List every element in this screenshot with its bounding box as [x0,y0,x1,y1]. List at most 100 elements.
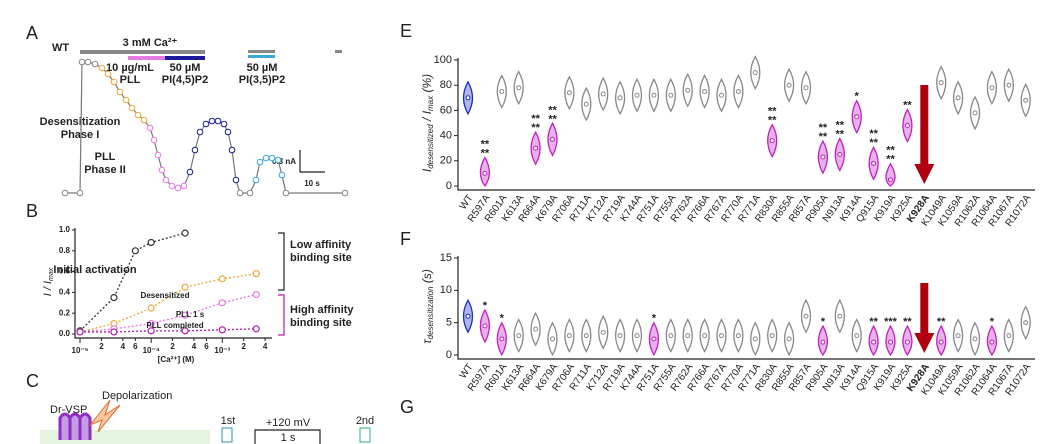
panel-label: A [26,23,38,43]
median [702,89,708,94]
calcium-bar [335,50,342,53]
bracket [278,232,285,291]
median [854,114,860,120]
trace-point [128,104,136,112]
highlight-arrow [914,85,935,184]
x-axis-label: [Ca²⁺] (M) [158,355,195,364]
trace-point [191,146,199,154]
data-point [147,238,155,247]
significance: ** [836,119,845,131]
median [685,87,691,93]
median [955,333,961,339]
trace-point [246,189,254,197]
y-tick-label: 0.6 [59,267,71,276]
trace-point [220,120,228,128]
trace-point [228,146,236,154]
axis [457,256,1035,360]
series-label: PLL 1 s [176,310,205,319]
data-point [218,275,226,283]
trace-point [196,128,204,136]
median [482,323,488,329]
pip2-bar [165,56,205,60]
median [803,313,809,319]
voltage-label: +120 mV [266,417,311,429]
x-tick-label: 4 [192,342,197,351]
median [854,333,860,339]
median [752,336,758,342]
median [938,339,944,345]
y-tick-label: 40 [440,130,452,142]
trace-point [162,176,170,184]
y-axis-label-part: I / I [42,281,54,296]
y-tick-label: 5 [446,317,452,329]
median [871,160,877,166]
series-label: Initial activation [53,264,136,276]
median [786,336,792,342]
genotype: WT [52,42,69,54]
y-tick-label: 15 [440,252,452,264]
annotation: Low affinity [290,239,352,251]
significance: * [990,316,995,328]
pulse-label: 1st [221,415,236,427]
median [499,89,505,94]
trace-point [256,158,264,166]
significance: ** [937,316,946,328]
series-label: Desensitized [141,291,190,300]
median [989,339,995,345]
data-point [252,290,260,299]
data-point [147,304,155,312]
trace-point [236,189,244,197]
phase1-label: Phase I [61,129,100,141]
median [938,80,944,86]
median [719,92,724,98]
highlight-arrow [914,283,935,353]
x-tick-label: 10⁻⁵ [72,346,89,355]
trace-point [341,189,349,197]
x-tick-label: 4 [121,342,126,351]
x-tick-label: 10⁻⁴ [143,346,160,355]
fit-line [79,232,186,332]
median [871,339,877,345]
pip2-label: PI(4,5)P2 [162,74,208,86]
significance: ** [768,115,777,127]
fit-line [79,273,257,333]
y-axis-label-part: τ [420,338,434,344]
median [465,95,471,101]
median [685,333,691,339]
data-point [181,327,189,335]
significance: ** [886,154,895,166]
significance: * [821,316,826,328]
y-axis-label: Idesensitized / Imax (%) [420,74,435,172]
significance: * [855,91,860,103]
data-point [131,247,139,255]
trace-point [150,136,158,144]
trace-point [208,117,216,125]
median [499,336,505,342]
trace-point [110,78,118,86]
median [583,333,589,339]
significance: ** [903,99,912,111]
significance: ** [531,122,540,134]
phase1-label: Desensitization [40,116,121,128]
pll-label: PLL [120,74,141,86]
trace-point [134,111,142,119]
median [1006,333,1012,339]
trace-point [224,128,232,136]
y-axis-label-part: / I [420,110,434,124]
significance: ** [903,316,912,328]
significance: ** [481,147,490,159]
data-point [110,328,118,336]
membrane [40,399,371,444]
data-point [76,328,84,336]
median [735,89,741,94]
y-axis-label: τdesensitization (s) [420,269,435,344]
median [904,123,910,129]
axis [457,58,1035,191]
median [904,339,910,345]
y-axis-label-part: max [426,95,435,111]
median [516,333,522,339]
median [617,333,623,339]
data-point [181,283,189,291]
series-label: PLL completed [146,321,203,330]
trace-point [158,166,166,174]
